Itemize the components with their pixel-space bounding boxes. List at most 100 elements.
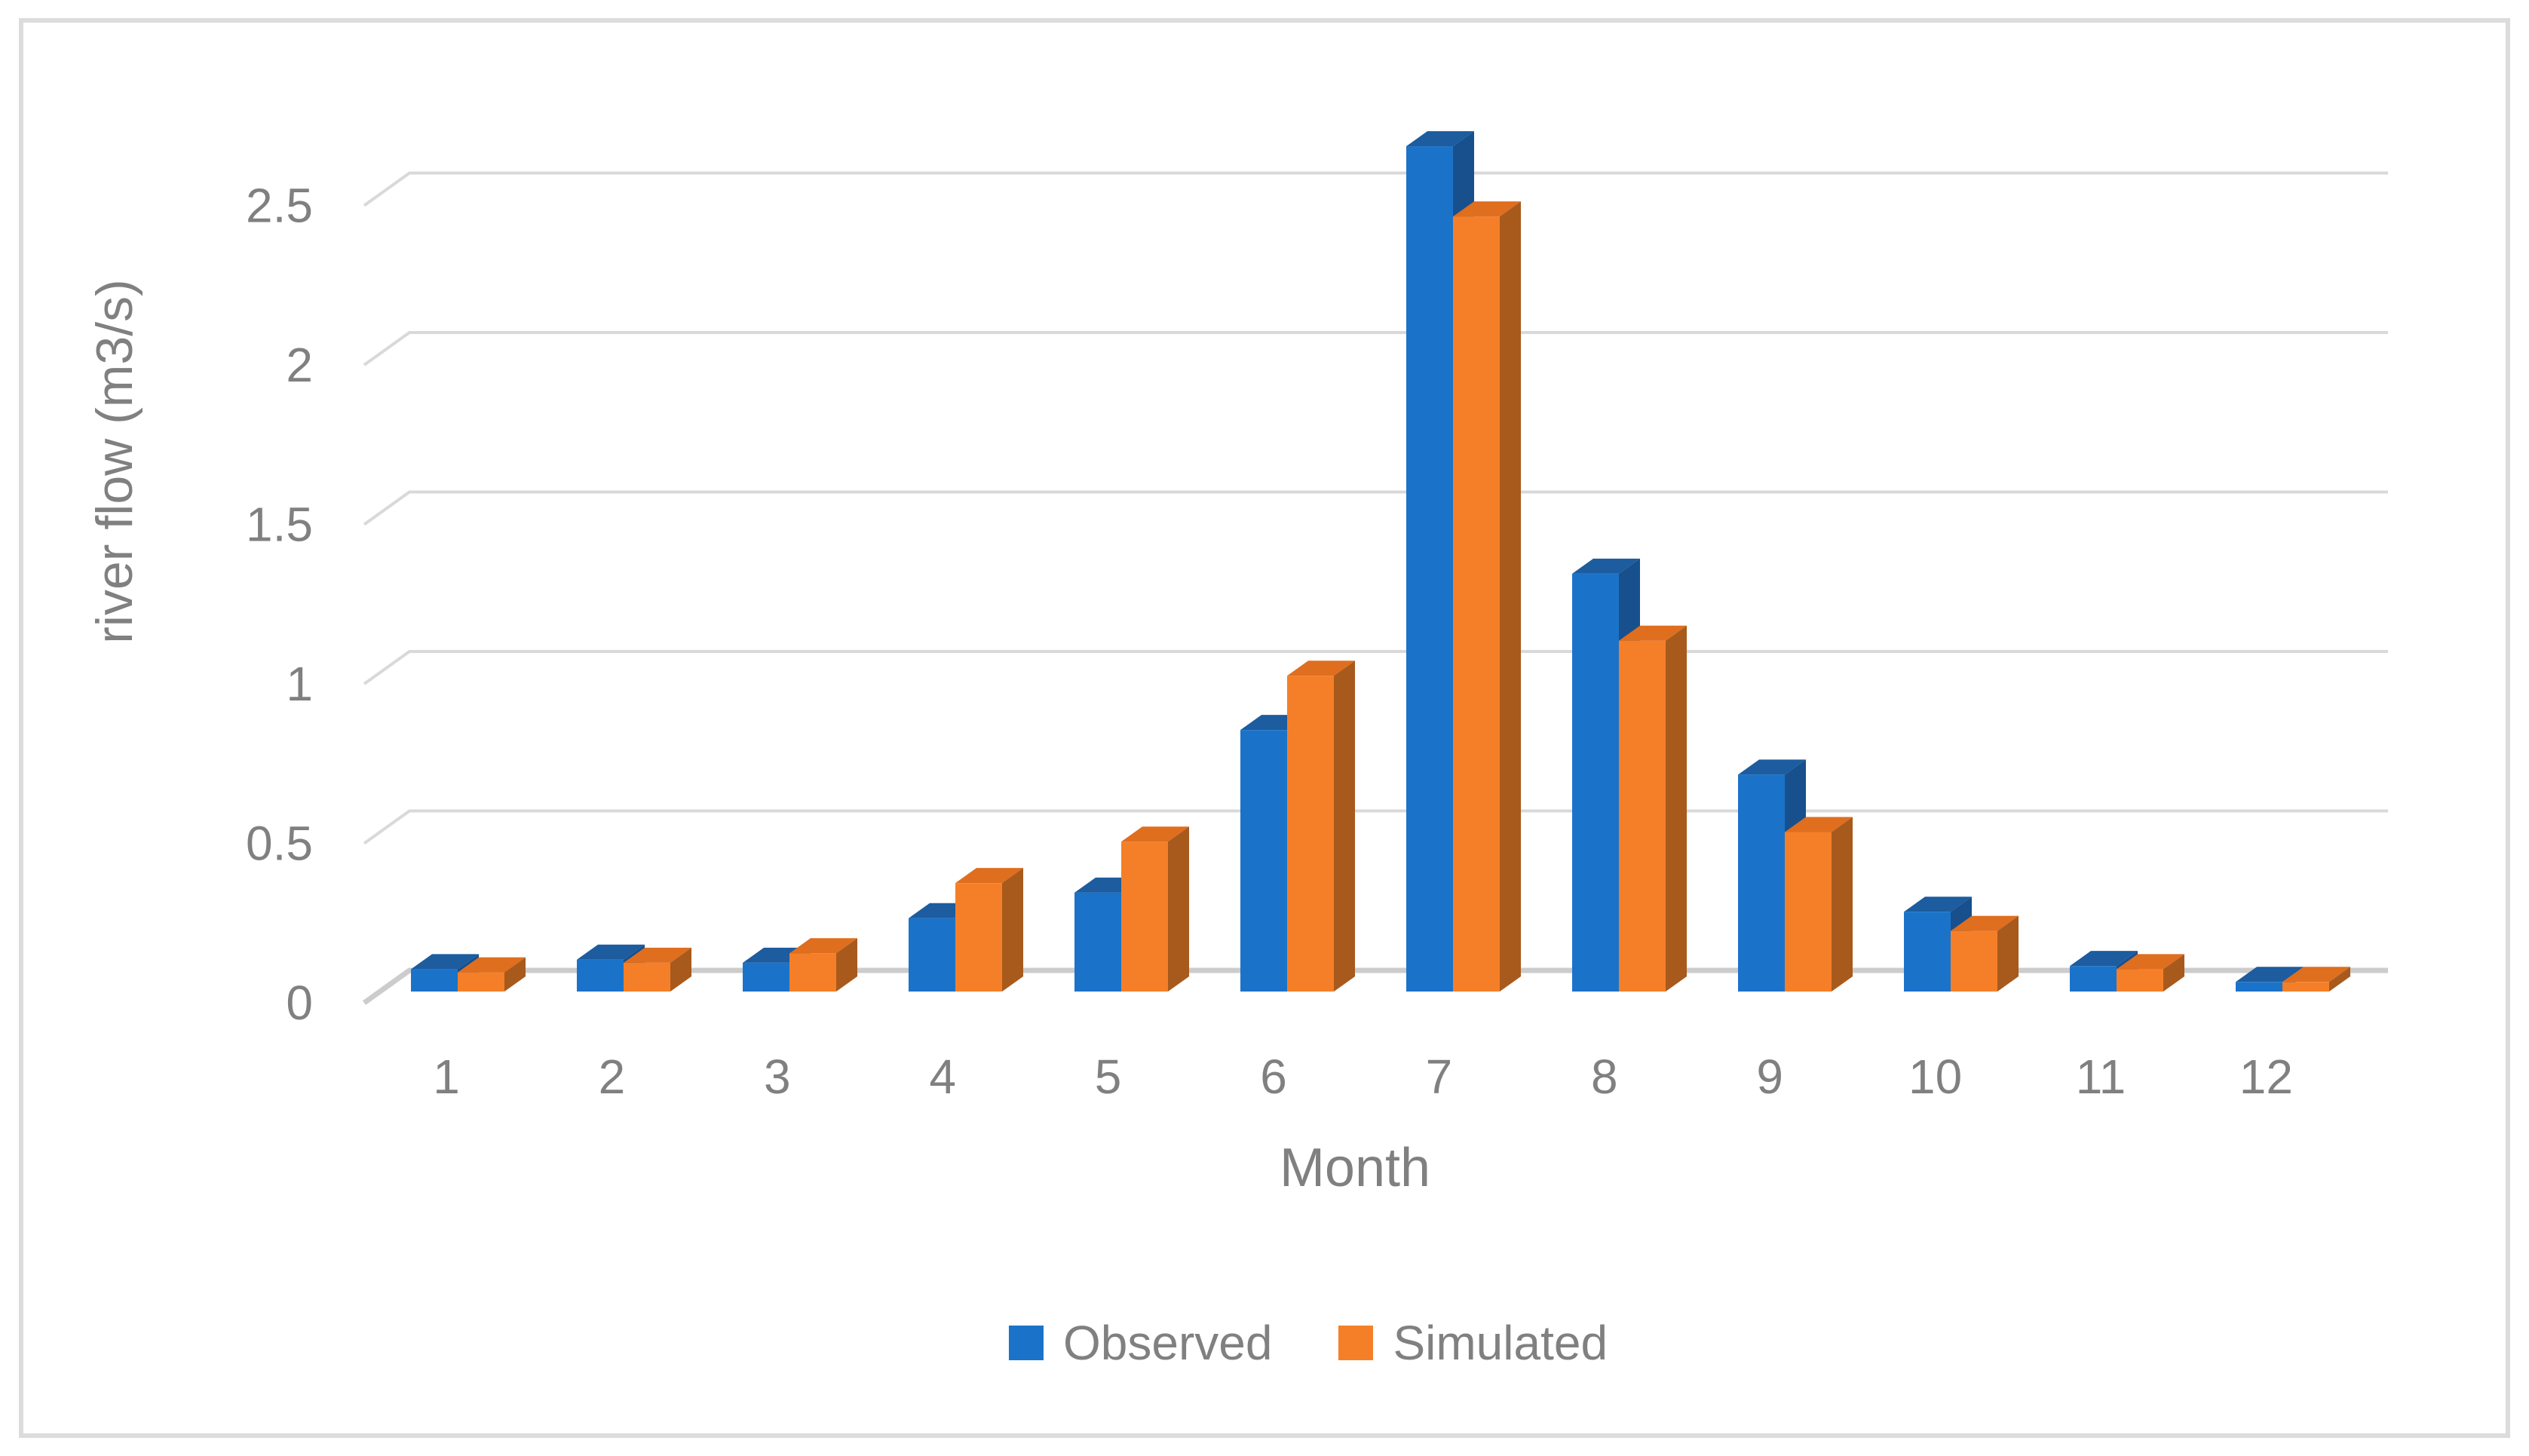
bar-side-face [1168, 826, 1189, 992]
bar-simulated-month-12 [2282, 967, 2350, 992]
bar-simulated-month-6 [1287, 661, 1355, 992]
bar-front-face [743, 962, 789, 992]
bar-simulated-month-10 [1951, 915, 2019, 992]
x-category-label-10: 10 [1908, 1050, 1962, 1104]
bar-top-face [1619, 625, 1687, 641]
bar-simulated-month-9 [1785, 817, 1853, 992]
bar-top-face [1904, 897, 1972, 912]
bar-front-face [2070, 966, 2117, 992]
bar-simulated-month-1 [458, 957, 526, 992]
bar-side-face [836, 938, 857, 992]
bar-top-face [1572, 558, 1640, 574]
bar-front-face [458, 972, 504, 992]
bar-side-face [1500, 201, 1521, 992]
bar-side-face [1997, 915, 2019, 992]
y-tick-label-0: 0 [286, 976, 313, 1030]
y-axis-tick-labels: 0 0.5 1 1.5 2 2.5 [246, 179, 313, 1031]
bar-front-face [577, 959, 624, 992]
bar-top-face [577, 944, 645, 960]
bar-front-face [624, 962, 670, 992]
x-category-label-9: 9 [1756, 1050, 1783, 1104]
gridline-2 [363, 331, 2388, 366]
bar-front-face [1785, 832, 1832, 992]
bar-top-face [1785, 817, 1853, 832]
y-tick-label-1.5: 1.5 [246, 498, 313, 552]
bar-simulated-month-7 [1453, 201, 1521, 992]
x-category-label-11: 11 [2076, 1050, 2126, 1104]
bar-top-face [1287, 661, 1355, 676]
bar-side-face [1334, 661, 1355, 992]
bar-top-face [2117, 954, 2184, 970]
bar-front-face [411, 969, 458, 992]
gridlines [362, 171, 2388, 1005]
y-tick-label-2: 2 [286, 338, 313, 392]
x-category-label-12: 12 [2239, 1050, 2293, 1104]
bar-top-face [1738, 759, 1806, 775]
y-tick-label-0.5: 0.5 [246, 817, 313, 871]
bar-front-face [2236, 982, 2282, 992]
bar-side-face [1002, 868, 1023, 992]
bar-top-face [2282, 967, 2350, 982]
legend-swatch-simulated-icon [1338, 1326, 1374, 1360]
legend-swatch-observed-icon [1008, 1326, 1044, 1360]
bar-front-face [909, 918, 955, 992]
bar-side-face [2329, 967, 2350, 992]
x-category-label-2: 2 [599, 1050, 626, 1104]
bar-front-face [1453, 216, 1500, 992]
legend-item-observed: Observed [1008, 1315, 1273, 1371]
bar-simulated-month-4 [955, 868, 1023, 992]
bar-top-face [2070, 951, 2138, 967]
x-category-label-1: 1 [433, 1050, 460, 1104]
x-category-label-7: 7 [1426, 1050, 1453, 1104]
bar-front-face [1572, 573, 1619, 992]
bar-side-face [1666, 625, 1687, 992]
bar-top-face [955, 868, 1023, 884]
bar-top-face [1406, 131, 1474, 147]
legend-label-observed: Observed [1062, 1316, 1273, 1370]
legend: Observed Simulated [1008, 1315, 1608, 1371]
y-tick-label-1: 1 [286, 657, 313, 711]
gridline-0 [362, 967, 2388, 1005]
bar-simulated-month-8 [1619, 625, 1687, 992]
bar-top-face [1951, 915, 2019, 931]
bar-simulated-month-11 [2117, 954, 2184, 992]
bar-side-face [670, 947, 691, 992]
x-axis-title: Month [1279, 1138, 1431, 1198]
bar-front-face [2282, 982, 2329, 992]
gridline-1.5 [363, 490, 2388, 526]
bar-top-face [2236, 967, 2304, 982]
y-tick-label-2.5: 2.5 [246, 179, 313, 233]
bar-simulated-month-2 [624, 947, 691, 992]
bar-front-face [1619, 640, 1666, 992]
bar-front-face [1738, 774, 1785, 992]
x-category-label-3: 3 [764, 1050, 791, 1104]
bar-simulated-month-3 [789, 938, 857, 992]
bar-simulated-month-5 [1121, 826, 1189, 992]
x-category-label-5: 5 [1095, 1050, 1122, 1104]
x-axis-category-labels: 1 2 3 4 5 6 7 8 9 10 11 12 [433, 1050, 2293, 1104]
bar-front-face [789, 953, 836, 992]
x-category-label-4: 4 [929, 1050, 956, 1104]
bar-front-face [1287, 676, 1334, 992]
bar-side-face [1832, 817, 1853, 992]
gridline-0.5 [363, 809, 2388, 845]
x-category-label-8: 8 [1591, 1050, 1618, 1104]
chart-border [19, 18, 2510, 1438]
bar-top-face [1121, 826, 1189, 842]
bar-top-face [1453, 201, 1521, 217]
bar-front-face [1951, 930, 1997, 992]
gridline-2.5 [363, 171, 2388, 207]
bar-observed-month-10 [1904, 897, 1972, 992]
bar-front-face [1074, 892, 1121, 992]
bar-side-face [2163, 954, 2184, 992]
bar-top-face [624, 947, 691, 963]
bar-top-face [411, 954, 479, 970]
bar-front-face [1121, 841, 1168, 992]
y-axis-title: river flow (m3/s) [86, 279, 143, 644]
bar-front-face [1904, 912, 1951, 992]
bar-front-face [2117, 969, 2163, 992]
bar-front-face [955, 883, 1002, 992]
bar-top-face [789, 938, 857, 954]
